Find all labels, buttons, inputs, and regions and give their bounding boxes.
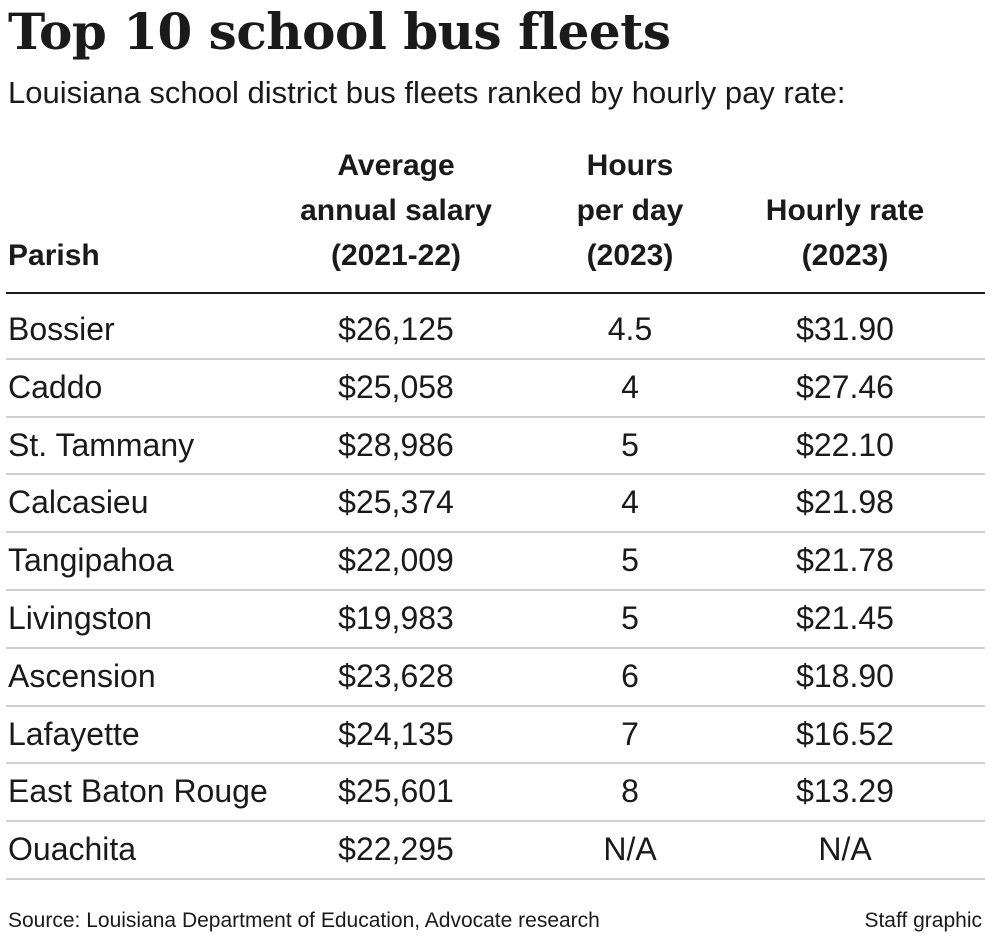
cell-parish: Calcasieu [8,484,149,521]
cell-salary: $28,986 [338,426,454,463]
cell-parish: Caddo [8,368,103,405]
cell-hours: 4 [621,368,639,405]
cell-hours: 5 [621,599,639,636]
column-header-rate: Hourly rate (2023) [730,188,960,278]
column-header-line: (2021-22) [330,239,462,272]
cell-hours: 4 [621,484,639,521]
cell-salary: $25,601 [338,773,454,810]
cell-rate: $27.46 [796,368,894,405]
cell-salary: $26,125 [338,311,454,347]
cell-hours: 8 [621,773,639,810]
table-row: Calcasieu $25,374 4 $21.98 [6,475,985,534]
cell-rate: $21.98 [796,484,894,521]
cell-rate: $21.78 [796,542,894,579]
column-header-hours: Hours per day (2023) [555,143,705,278]
cell-salary: $22,009 [338,542,454,579]
cell-hours: 5 [621,542,639,579]
cell-salary: $25,374 [338,484,454,521]
column-header-parish: Parish [8,233,100,278]
table-row: Caddo $25,058 4 $27.46 [6,360,985,418]
column-header-line: per day [576,194,684,227]
cell-parish: Tangipahoa [8,542,174,579]
cell-parish: Livingston [8,599,153,636]
chart-subtitle: Louisiana school district bus fleets ran… [8,75,846,110]
source-note: Source: Louisiana Department of Educatio… [8,909,600,932]
table-row: St. Tammany $28,986 5 $22.10 [6,418,985,476]
table-body: Bossier $26,125 4.5 $31.90 Caddo $25,058… [6,302,985,880]
cell-salary: $19,983 [338,599,454,636]
cell-hours: 4.5 [607,311,653,347]
cell-parish: Bossier [8,311,115,347]
cell-parish: Lafayette [8,715,140,752]
table-row: Ascension $23,628 6 $18.90 [6,649,985,707]
table-row: Livingston $19,983 5 $21.45 [6,591,985,649]
table-row: East Baton Rouge $25,601 8 $13.29 [6,764,985,823]
cell-rate: N/A [818,831,872,868]
column-header-line: annual salary [300,194,492,227]
cell-rate: $13.29 [796,773,894,810]
table-row: Bossier $26,125 4.5 $31.90 [6,302,985,360]
table-row: Lafayette $24,135 7 $16.52 [6,707,985,765]
cell-salary: $23,628 [338,657,454,694]
column-header-line: (2023) [586,239,674,272]
cell-hours: 6 [621,657,639,694]
cell-parish: East Baton Rouge [8,773,268,810]
column-header-line: (2023) [801,239,889,272]
cell-hours: 7 [621,715,639,752]
cell-rate: $16.52 [796,715,894,752]
cell-rate: $21.45 [796,599,894,636]
column-header-line: Average [337,149,455,182]
column-header-line: Hourly rate [765,194,925,227]
cell-salary: $22,295 [338,831,454,868]
cell-parish: Ouachita [8,831,137,868]
column-header-salary: Average annual salary (2021-22) [271,143,521,278]
column-header-line: Parish [8,239,100,272]
table-row: Tangipahoa $22,009 5 $21.78 [6,533,985,591]
cell-parish: Ascension [8,657,156,694]
cell-rate: $18.90 [796,657,894,694]
cell-rate: $22.10 [796,426,894,463]
cell-salary: $25,058 [338,368,454,405]
header-rule [6,292,985,294]
cell-hours: 5 [621,426,639,463]
chart-title: Top 10 school bus fleets [8,2,671,61]
cell-parish: St. Tammany [8,426,195,463]
cell-salary: $24,135 [338,715,454,752]
credit-note: Staff graphic [864,909,982,932]
column-header-line: Hours [586,149,674,182]
table-row: Ouachita $22,295 N/A N/A [6,822,985,880]
cell-hours: N/A [603,831,657,868]
cell-rate: $31.90 [796,311,894,347]
